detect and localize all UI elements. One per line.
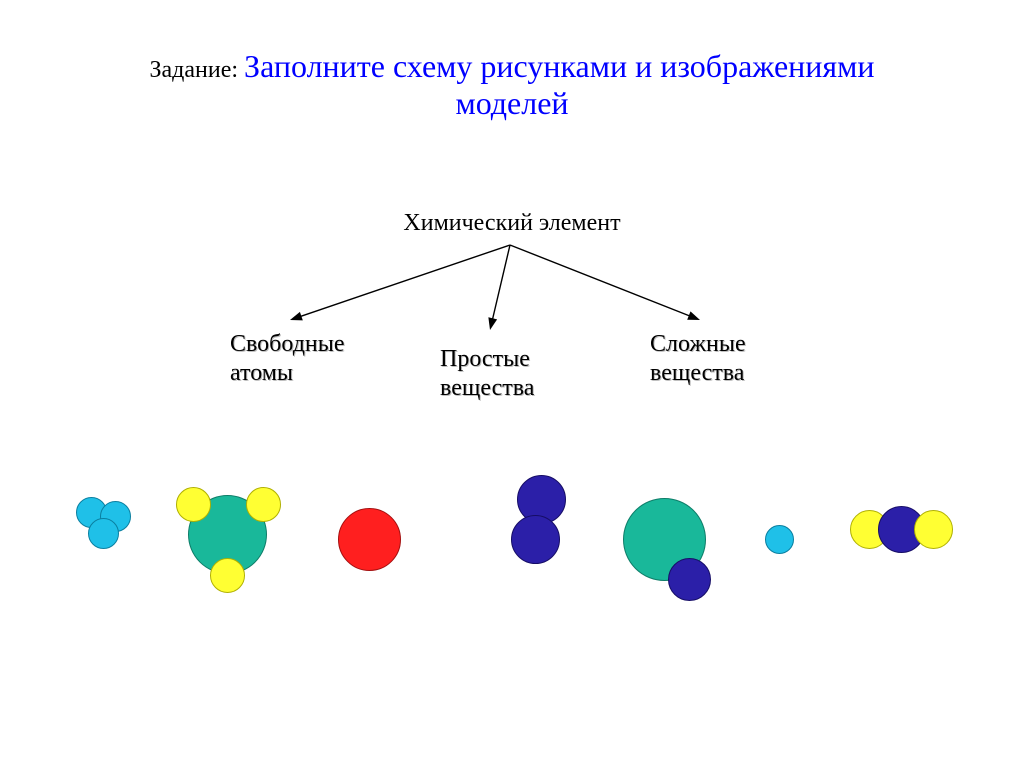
- atom-cyan: [765, 525, 794, 554]
- molecules-layer: [0, 0, 1024, 767]
- atom-yellow: [246, 487, 281, 522]
- atom-cyan: [88, 518, 119, 549]
- atom-navy: [668, 558, 711, 601]
- atom-navy: [511, 515, 560, 564]
- atom-yellow: [210, 558, 245, 593]
- atom-yellow: [914, 510, 953, 549]
- atom-red: [338, 508, 401, 571]
- atom-yellow: [176, 487, 211, 522]
